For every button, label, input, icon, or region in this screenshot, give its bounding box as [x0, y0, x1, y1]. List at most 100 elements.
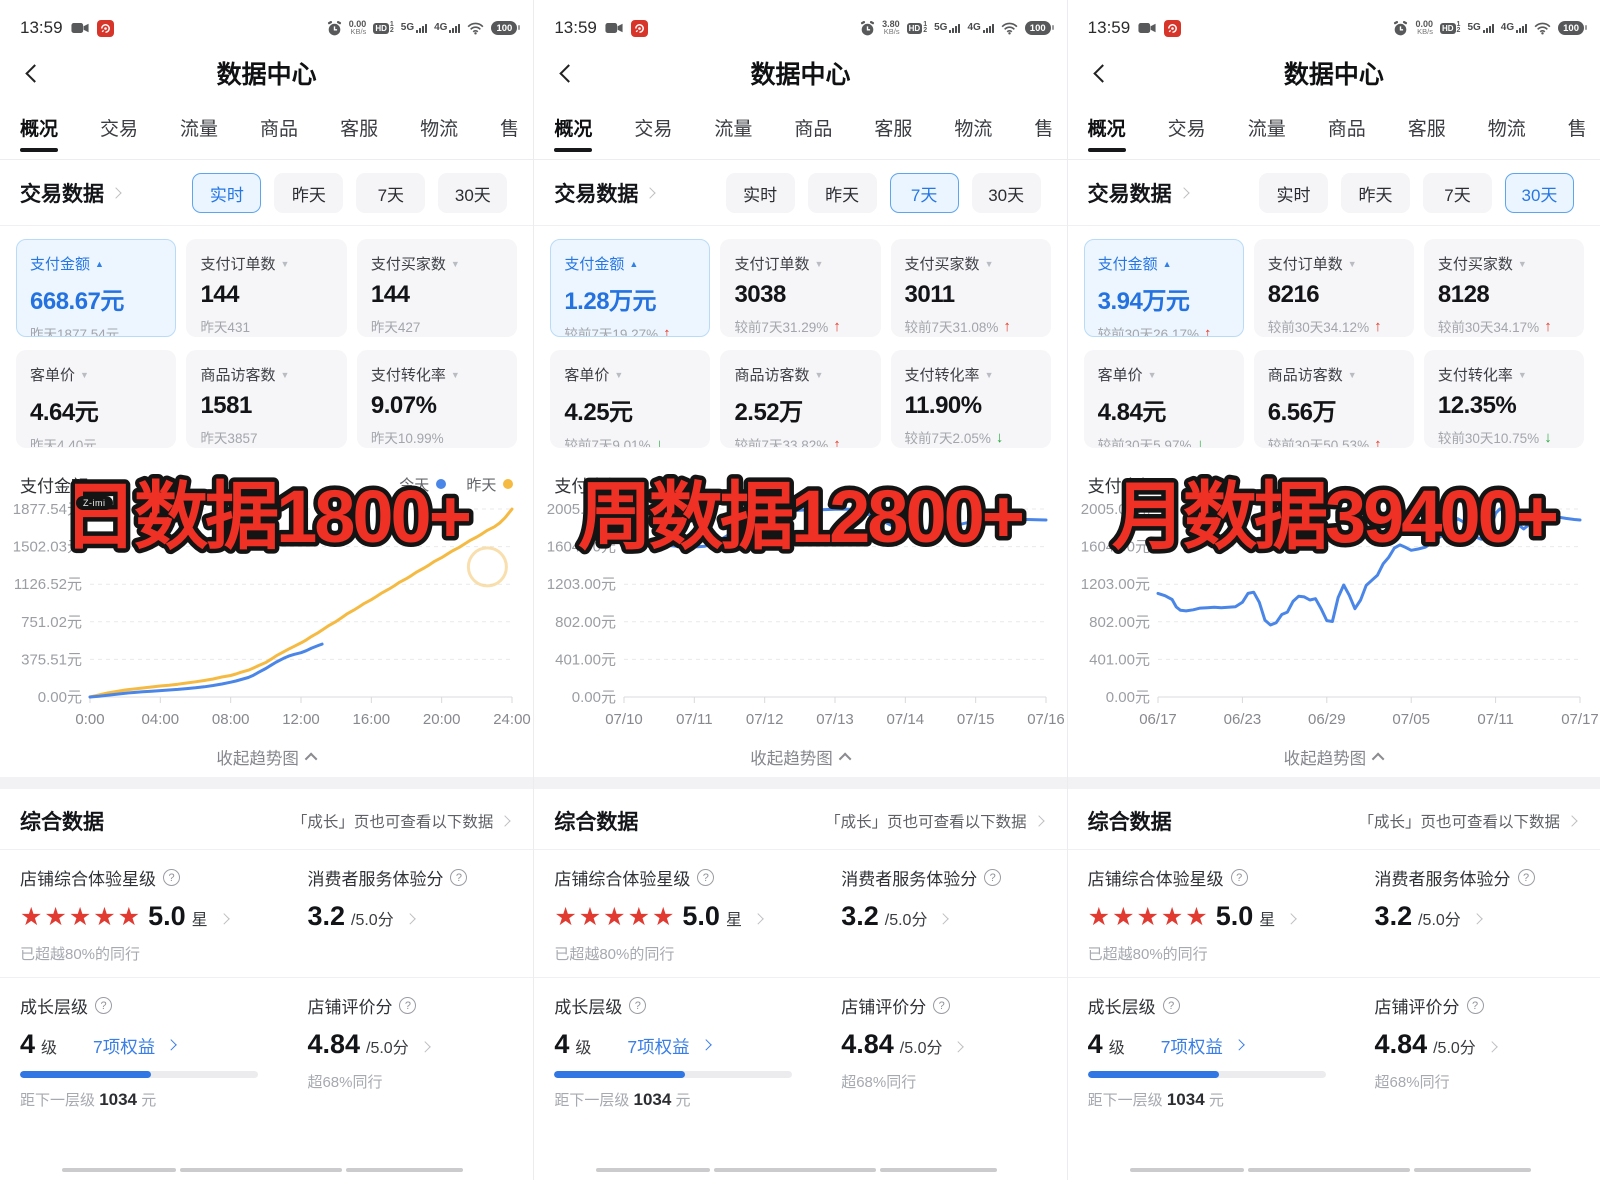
tab-traffic[interactable]: 流量: [180, 119, 219, 140]
tab-logistics[interactable]: 物流: [420, 119, 459, 140]
back-button[interactable]: [22, 60, 48, 86]
tab-transactions[interactable]: 交易: [1167, 119, 1206, 140]
help-icon[interactable]: ?: [163, 869, 180, 886]
tab-customer-service[interactable]: 客服: [874, 119, 913, 140]
metric-card-pay-conversion[interactable]: 支付转化率 ▼ 11.90% 较前7天2.05% ↓: [890, 350, 1051, 448]
x-axis-tick-label: 04:00: [142, 711, 180, 728]
metric-card-avg-order-value[interactable]: 客单价 ▼ 4.84元 较前30天5.97% ↓: [1083, 350, 1244, 448]
help-icon[interactable]: ?: [984, 869, 1002, 886]
help-icon[interactable]: ?: [450, 869, 468, 886]
tab-overview[interactable]: 概况: [554, 100, 592, 159]
shop-experience-value-row[interactable]: ★★★★★ 5.0 星: [20, 901, 307, 932]
metric-card-avg-order-value[interactable]: 客单价 ▼ 4.64元 昨天4.40元: [16, 350, 177, 448]
collapse-trend-link[interactable]: 收起趋势图: [1068, 737, 1600, 777]
metric-card-pay-orders[interactable]: 支付订单数 ▼ 8216 较前30天34.12% ↑: [1253, 239, 1414, 337]
shop-rating-value-row[interactable]: 4.84 /5.0分: [1375, 1029, 1600, 1060]
tab-overview[interactable]: 概况: [20, 100, 58, 159]
tab-logistics[interactable]: 物流: [1487, 119, 1526, 140]
collapse-trend-link[interactable]: 收起趋势图: [534, 737, 1066, 777]
tab-customer-service[interactable]: 客服: [340, 119, 379, 140]
back-button[interactable]: [1090, 60, 1116, 86]
shop-experience-sub: 已超越80%的同行: [1087, 946, 1208, 963]
help-icon[interactable]: ?: [933, 997, 951, 1014]
growth-page-link[interactable]: 「成长」页也可查看以下数据: [292, 810, 511, 832]
shop-rating-value-row[interactable]: 4.84 /5.0分: [307, 1029, 533, 1060]
trade-data-title-link[interactable]: 交易数据: [20, 178, 122, 208]
help-icon[interactable]: ?: [1466, 997, 1484, 1014]
range-30days[interactable]: 30天: [438, 173, 508, 213]
tab-goods[interactable]: 商品: [1327, 119, 1366, 140]
help-icon[interactable]: ?: [1162, 997, 1180, 1014]
tab-customer-service[interactable]: 客服: [1407, 119, 1446, 140]
metric-label-row: 支付买家数 ▼: [371, 253, 508, 274]
help-icon[interactable]: ?: [95, 997, 112, 1014]
tab-transactions[interactable]: 交易: [634, 119, 673, 140]
consumer-service-value-row[interactable]: 3.2 /5.0分: [307, 901, 533, 932]
shop-rating-value-row[interactable]: 4.84 /5.0分: [841, 1029, 1066, 1060]
metric-value: 3.94万元: [1097, 288, 1190, 315]
shop-experience-value-row[interactable]: ★★★★★ 5.0 星: [1088, 901, 1375, 932]
shop-experience-value-row[interactable]: ★★★★★ 5.0 星: [554, 901, 841, 932]
metric-card-pay-amount[interactable]: 支付金额 ▲ 1.28万元 较前7天19.27% ↑: [550, 239, 711, 337]
back-button[interactable]: [556, 60, 582, 86]
tab-overview[interactable]: 概况: [1087, 100, 1126, 159]
tab-transactions[interactable]: 交易: [100, 119, 139, 140]
metric-card-avg-order-value[interactable]: 客单价 ▼ 4.25元 较前7天9.01% ↓: [550, 350, 711, 448]
collapse-trend-link[interactable]: 收起趋势图: [0, 737, 533, 777]
tab-aftersales[interactable]: 售: [1567, 119, 1587, 140]
metric-card-pay-conversion[interactable]: 支付转化率 ▼ 9.07% 昨天10.99%: [356, 350, 518, 448]
tab-traffic[interactable]: 流量: [1247, 119, 1286, 140]
metric-card-product-visitors[interactable]: 商品访客数 ▼ 6.56万 较前30天50.53% ↑: [1253, 350, 1414, 448]
growth-page-link[interactable]: 「成长」页也可查看以下数据: [1358, 810, 1578, 832]
metric-card-pay-buyers[interactable]: 支付买家数 ▼ 144 昨天427: [356, 239, 518, 337]
range-yesterday[interactable]: 昨天: [274, 173, 344, 213]
trade-data-title-link[interactable]: 交易数据: [1088, 178, 1190, 208]
consumer-service-value-row[interactable]: 3.2 /5.0分: [1375, 901, 1600, 932]
range-7days[interactable]: 7天: [1422, 173, 1492, 213]
growth-progress-fill: [1087, 1071, 1219, 1078]
help-icon[interactable]: ?: [629, 997, 647, 1014]
tab-aftersales[interactable]: 售: [500, 119, 520, 140]
help-icon[interactable]: ?: [1517, 869, 1535, 886]
trade-data-title-link[interactable]: 交易数据: [554, 178, 656, 208]
tab-goods[interactable]: 商品: [794, 119, 833, 140]
range-7days[interactable]: 7天: [356, 173, 426, 213]
benefits-link[interactable]: 7项权益: [93, 1034, 178, 1059]
benefits-link[interactable]: 7项权益: [627, 1034, 712, 1059]
help-icon[interactable]: ?: [697, 869, 715, 886]
tab-goods[interactable]: 商品: [260, 119, 299, 140]
range-30days[interactable]: 30天: [971, 173, 1041, 213]
metric-sub-row: 较前30天50.53% ↑: [1268, 434, 1405, 448]
wifi-icon: [1001, 22, 1018, 35]
metric-card-pay-buyers[interactable]: 支付买家数 ▼ 3011 较前7天31.08% ↑: [890, 239, 1051, 337]
metric-card-pay-amount[interactable]: 支付金额 ▲ 668.67元 昨天1877.54元: [16, 239, 177, 337]
metric-card-pay-buyers[interactable]: 支付买家数 ▼ 8128 较前30天34.17% ↑: [1423, 239, 1584, 337]
metric-card-pay-orders[interactable]: 支付订单数 ▼ 3038 较前7天31.29% ↑: [720, 239, 881, 337]
metric-card-product-visitors[interactable]: 商品访客数 ▼ 2.52万 较前7天33.82% ↑: [720, 350, 881, 448]
help-icon[interactable]: ?: [1230, 869, 1248, 886]
consumer-service-value-row[interactable]: 3.2 /5.0分: [841, 901, 1066, 932]
metric-card-pay-orders[interactable]: 支付订单数 ▼ 144 昨天431: [186, 239, 347, 337]
metric-card-product-visitors[interactable]: 商品访客数 ▼ 1581 昨天3857: [186, 350, 347, 448]
metric-label: 客单价: [30, 367, 76, 384]
metric-card-pay-amount[interactable]: 支付金额 ▲ 3.94万元 较前30天26.17% ↑: [1083, 239, 1244, 337]
range-realtime[interactable]: 实时: [1258, 173, 1328, 213]
range-yesterday[interactable]: 昨天: [807, 173, 877, 213]
tab-aftersales[interactable]: 售: [1034, 119, 1054, 140]
caret-up-icon: ▲: [629, 258, 639, 269]
metric-card-pay-conversion[interactable]: 支付转化率 ▼ 12.35% 较前30天10.75% ↓: [1423, 350, 1584, 448]
benefits-link-label: 7项权益: [1160, 1037, 1223, 1057]
tab-traffic[interactable]: 流量: [714, 119, 753, 140]
range-realtime[interactable]: 实时: [192, 173, 262, 213]
growth-page-link[interactable]: 「成长」页也可查看以下数据: [825, 810, 1045, 832]
range-yesterday[interactable]: 昨天: [1340, 173, 1410, 213]
benefits-link[interactable]: 7项权益: [1160, 1034, 1245, 1059]
range-7days[interactable]: 7天: [889, 173, 959, 213]
help-icon[interactable]: ?: [399, 997, 417, 1014]
range-30days[interactable]: 30天: [1504, 173, 1574, 213]
range-realtime[interactable]: 实时: [725, 173, 795, 213]
consumer-service-value: 3.2: [307, 901, 345, 931]
overall-row-1: 店铺综合体验星级? ★★★★★ 5.0 星 已超越80%的同行 消费者服务体验分…: [1068, 850, 1600, 977]
tab-logistics[interactable]: 物流: [954, 119, 993, 140]
